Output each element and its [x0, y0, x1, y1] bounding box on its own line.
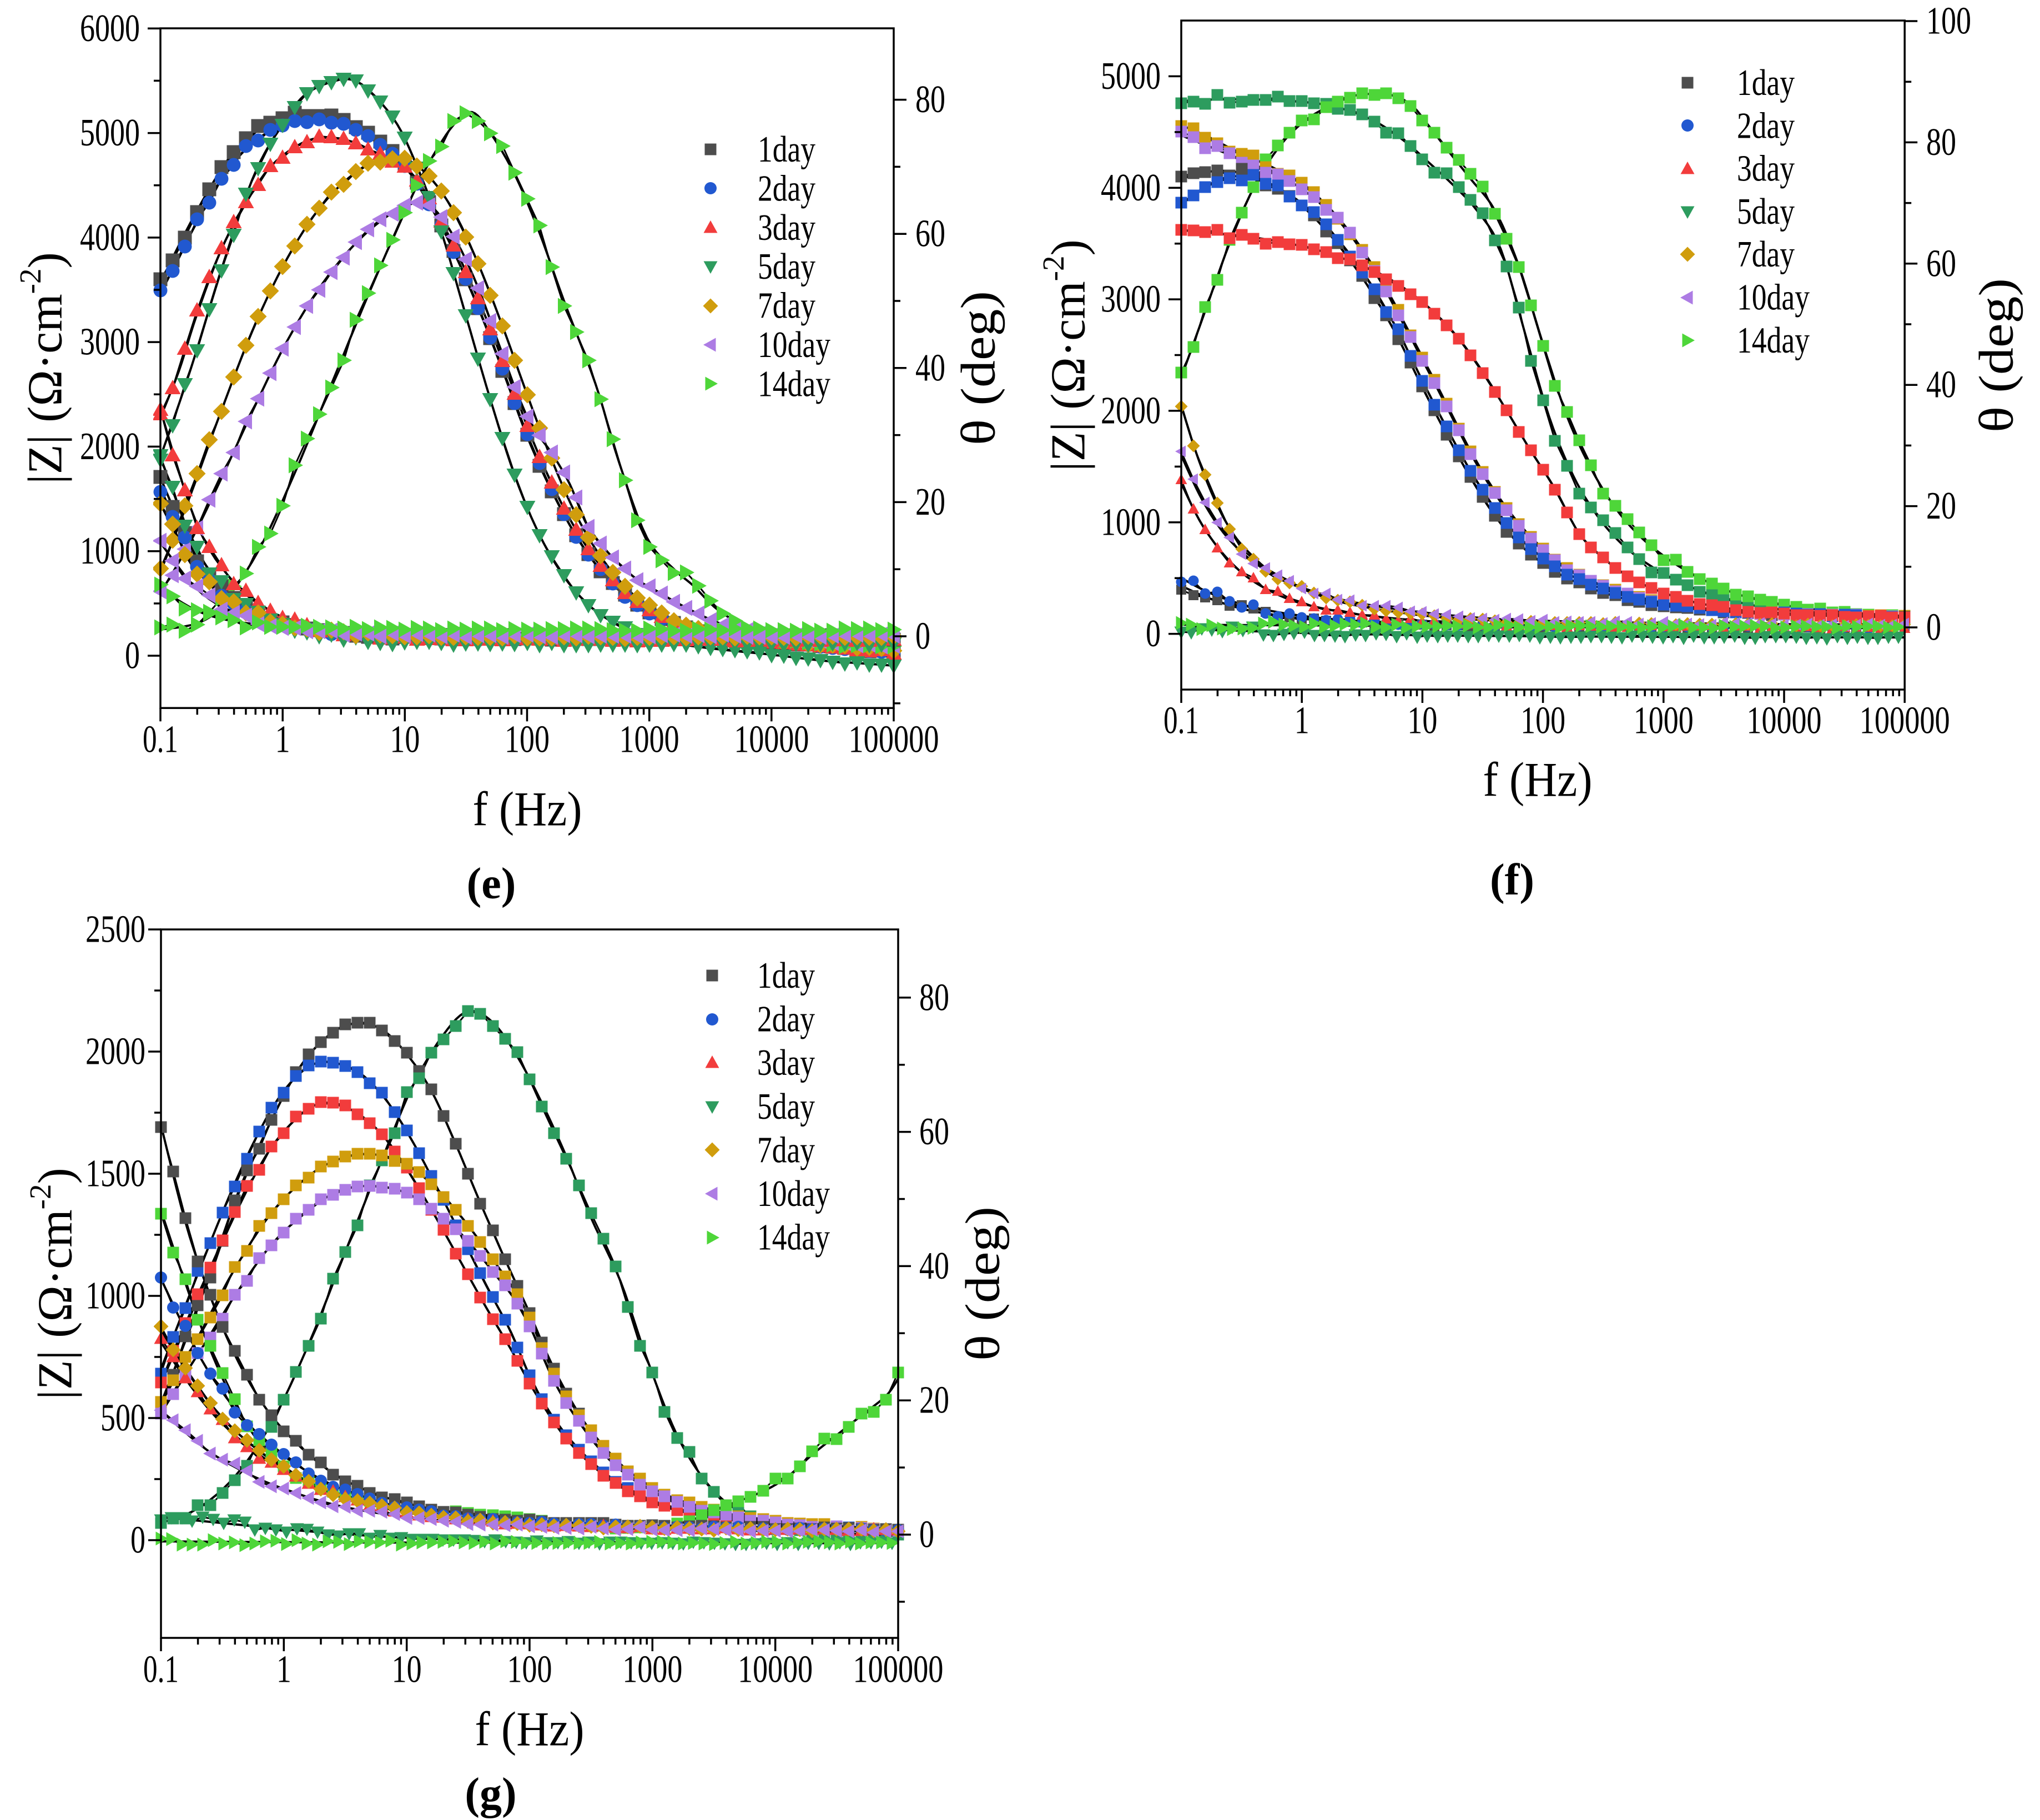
svg-text:3day: 3day [758, 207, 815, 248]
svg-text:10000: 10000 [738, 1648, 813, 1691]
svg-text:3day: 3day [1737, 148, 1795, 189]
svg-text:0: 0 [915, 615, 930, 658]
svg-text:2500: 2500 [85, 908, 145, 951]
svg-text:0: 0 [1926, 606, 1941, 649]
svg-text:1000: 1000 [622, 1648, 682, 1691]
svg-text:θ (deg): θ (deg) [952, 291, 1006, 445]
svg-text:100000: 100000 [849, 718, 939, 761]
svg-text:1000: 1000 [80, 530, 140, 572]
svg-text:10000: 10000 [1747, 700, 1822, 742]
svg-text:0.1: 0.1 [1163, 700, 1199, 742]
svg-text:7day: 7day [1737, 234, 1795, 275]
svg-text:5day: 5day [758, 246, 815, 287]
svg-text:40: 40 [919, 1245, 949, 1288]
svg-text:20: 20 [915, 481, 945, 524]
svg-text:100: 100 [1520, 700, 1565, 742]
svg-text:10: 10 [390, 718, 420, 761]
svg-text:7day: 7day [758, 285, 815, 326]
svg-text:2day: 2day [758, 168, 815, 209]
svg-text:6000: 6000 [80, 7, 140, 50]
svg-text:(e): (e) [467, 859, 516, 908]
svg-text:5day: 5day [1737, 191, 1795, 232]
svg-text:1000: 1000 [1634, 700, 1694, 742]
svg-text:4000: 4000 [1101, 167, 1161, 209]
svg-text:1: 1 [276, 1648, 291, 1691]
svg-text:500: 500 [100, 1397, 145, 1440]
svg-text:f (Hz): f (Hz) [473, 783, 582, 837]
svg-text:20: 20 [1926, 485, 1956, 527]
svg-text:3day: 3day [757, 1042, 815, 1083]
svg-text:14day: 14day [758, 363, 830, 404]
svg-text:0.1: 0.1 [143, 718, 178, 761]
svg-text:θ (deg): θ (deg) [1970, 278, 2024, 433]
svg-text:100: 100 [505, 718, 550, 761]
svg-text:0: 0 [919, 1514, 934, 1556]
svg-text:5000: 5000 [80, 112, 140, 154]
svg-text:f (Hz): f (Hz) [1483, 753, 1593, 807]
svg-text:10day: 10day [1737, 277, 1810, 318]
svg-text:10: 10 [392, 1648, 422, 1691]
svg-text:60: 60 [919, 1110, 949, 1153]
svg-text:100: 100 [507, 1648, 552, 1691]
svg-text:3000: 3000 [1101, 278, 1161, 321]
svg-text:40: 40 [915, 346, 945, 389]
svg-text:1000: 1000 [1101, 501, 1161, 544]
svg-text:1day: 1day [1737, 62, 1795, 103]
svg-text:0: 0 [130, 1519, 145, 1562]
svg-text:2day: 2day [1737, 105, 1795, 146]
svg-text:5000: 5000 [1101, 55, 1161, 98]
svg-text:5day: 5day [757, 1086, 815, 1127]
svg-text:(f): (f) [1490, 856, 1534, 904]
svg-text:14day: 14day [1737, 320, 1810, 361]
svg-text:100000: 100000 [1860, 700, 1950, 742]
svg-text:1000: 1000 [619, 718, 679, 761]
svg-text:60: 60 [915, 213, 945, 255]
svg-text:10day: 10day [757, 1173, 830, 1214]
svg-text:80: 80 [919, 976, 949, 1019]
svg-text:10day: 10day [758, 324, 830, 365]
svg-text:2000: 2000 [1101, 389, 1161, 432]
svg-text:4000: 4000 [80, 216, 140, 259]
svg-text:f (Hz): f (Hz) [475, 1703, 585, 1757]
svg-text:100000: 100000 [853, 1648, 943, 1691]
svg-text:10: 10 [1407, 700, 1437, 742]
svg-text:40: 40 [1926, 364, 1956, 406]
svg-text:0: 0 [1146, 612, 1161, 655]
svg-text:1: 1 [1294, 700, 1309, 742]
svg-text:1day: 1day [758, 129, 815, 170]
svg-text:60: 60 [1926, 242, 1956, 285]
svg-text:0: 0 [125, 635, 140, 677]
svg-text:1day: 1day [757, 955, 815, 996]
svg-text:80: 80 [1926, 121, 1956, 164]
svg-text:2000: 2000 [80, 425, 140, 468]
svg-text:10000: 10000 [734, 718, 809, 761]
svg-text:7day: 7day [757, 1129, 815, 1170]
svg-text:2day: 2day [757, 999, 815, 1040]
svg-text:1000: 1000 [85, 1275, 145, 1318]
svg-text:(g): (g) [465, 1769, 516, 1818]
svg-text:0.1: 0.1 [143, 1648, 179, 1691]
svg-text:100: 100 [1926, 0, 1971, 43]
svg-text:3000: 3000 [80, 321, 140, 364]
svg-text:θ (deg): θ (deg) [956, 1206, 1010, 1361]
svg-text:1500: 1500 [85, 1153, 145, 1195]
svg-text:80: 80 [915, 78, 945, 121]
svg-text:1: 1 [275, 718, 290, 761]
svg-text:2000: 2000 [85, 1030, 145, 1073]
svg-text:20: 20 [919, 1379, 949, 1422]
svg-text:14day: 14day [757, 1217, 830, 1258]
